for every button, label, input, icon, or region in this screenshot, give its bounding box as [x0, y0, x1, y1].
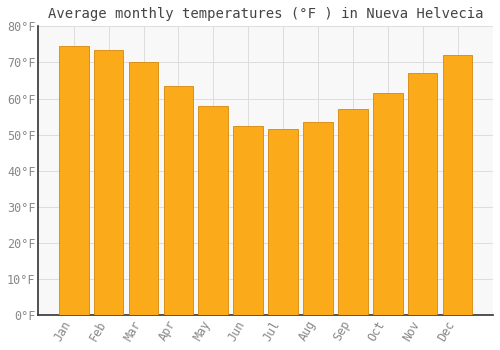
- Bar: [408, 73, 438, 315]
- Bar: [198, 106, 228, 315]
- Bar: [234, 126, 263, 315]
- Bar: [303, 122, 333, 315]
- Bar: [442, 55, 472, 315]
- Bar: [128, 62, 158, 315]
- Bar: [268, 129, 298, 315]
- Bar: [59, 46, 88, 315]
- Bar: [373, 93, 402, 315]
- Bar: [94, 50, 124, 315]
- Bar: [338, 109, 368, 315]
- Title: Average monthly temperatures (°F ) in Nueva Helvecia: Average monthly temperatures (°F ) in Nu…: [48, 7, 484, 21]
- Bar: [164, 86, 193, 315]
